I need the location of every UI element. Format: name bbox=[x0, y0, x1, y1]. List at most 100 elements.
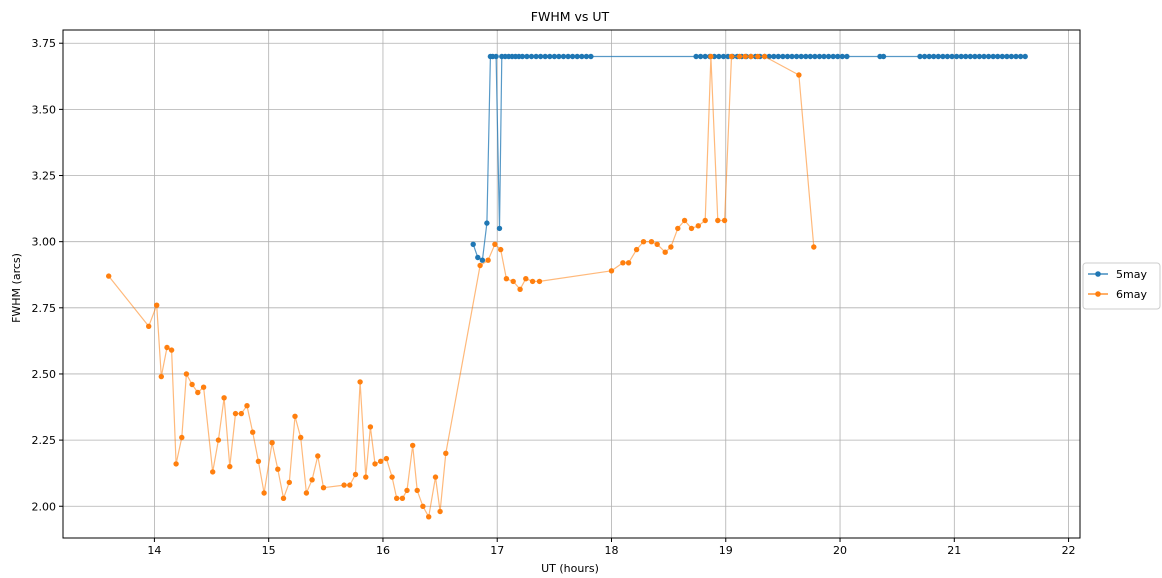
data-point-6may bbox=[250, 429, 256, 435]
data-point-6may bbox=[742, 53, 748, 60]
data-point-6may bbox=[510, 278, 516, 285]
data-point-6may bbox=[654, 241, 660, 247]
data-point-6may bbox=[640, 239, 647, 245]
data-point-5may bbox=[953, 53, 960, 60]
data-point-5may bbox=[519, 53, 526, 60]
data-point-6may bbox=[761, 53, 768, 60]
legend: 5may 6may bbox=[1082, 262, 1161, 310]
y-axis-ticks: 2.00 2.25 2.50 2.75 3.00 3.25 3.50 3.75 bbox=[32, 37, 63, 513]
data-point-5may bbox=[720, 53, 727, 60]
data-point-6may bbox=[715, 217, 721, 224]
data-point-6may bbox=[280, 495, 287, 501]
series-6may bbox=[106, 53, 817, 520]
data-point-5may bbox=[697, 53, 704, 60]
data-point-6may bbox=[286, 479, 292, 486]
data-point-6may bbox=[221, 395, 227, 401]
data-point-6may bbox=[688, 225, 695, 232]
data-point-6may bbox=[357, 379, 363, 385]
data-point-6may bbox=[485, 257, 491, 263]
data-point-5may bbox=[533, 53, 539, 60]
data-point-5may bbox=[972, 53, 978, 60]
data-point-6may bbox=[648, 239, 655, 245]
data-point-5may bbox=[935, 53, 941, 60]
data-point-6may bbox=[347, 482, 353, 488]
data-point-5may bbox=[556, 53, 562, 60]
data-point-6may bbox=[158, 373, 164, 380]
data-point-5may bbox=[798, 53, 804, 60]
data-point-6may bbox=[414, 487, 420, 494]
data-point-6may bbox=[620, 260, 626, 266]
data-point-5may bbox=[716, 53, 722, 60]
data-point-5may bbox=[574, 53, 580, 60]
data-point-6may bbox=[341, 482, 347, 488]
data-point-6may bbox=[426, 514, 432, 520]
data-point-6may bbox=[702, 217, 708, 224]
data-point-5may bbox=[560, 53, 567, 60]
data-point-6may bbox=[227, 463, 233, 470]
data-point-5may bbox=[583, 53, 590, 60]
data-point-6may bbox=[232, 410, 239, 417]
data-point-6may bbox=[668, 244, 674, 250]
data-point-6may bbox=[320, 485, 327, 491]
x-tick-label: 22 bbox=[1062, 544, 1076, 557]
chart-title: FWHM vs UT bbox=[531, 9, 610, 24]
data-point-5may bbox=[976, 53, 983, 60]
data-point-5may bbox=[528, 53, 535, 60]
data-point-5may bbox=[693, 53, 699, 60]
data-point-6may bbox=[498, 246, 504, 253]
data-point-6may bbox=[404, 487, 410, 494]
y-tick-label: 2.25 bbox=[32, 434, 57, 447]
series-5may bbox=[470, 53, 1028, 263]
data-point-5may bbox=[551, 53, 558, 60]
data-point-6may bbox=[154, 302, 160, 308]
data-point-6may bbox=[244, 403, 250, 409]
data-point-5may bbox=[542, 53, 548, 60]
data-point-5may bbox=[771, 53, 777, 60]
data-point-5may bbox=[793, 53, 800, 60]
data-point-6may bbox=[363, 474, 369, 480]
data-point-6may bbox=[389, 474, 395, 480]
data-point-5may bbox=[839, 53, 845, 60]
data-point-6may bbox=[608, 268, 615, 274]
data-point-5may bbox=[565, 53, 571, 60]
x-tick-label: 14 bbox=[147, 544, 161, 557]
data-point-6may bbox=[675, 225, 681, 232]
data-point-5may bbox=[1017, 53, 1024, 60]
data-point-5may bbox=[963, 53, 969, 60]
data-point-6may bbox=[443, 450, 449, 456]
data-point-5may bbox=[1008, 53, 1015, 60]
data-point-6may bbox=[367, 424, 374, 430]
data-point-6may bbox=[503, 276, 510, 282]
series-layer bbox=[106, 53, 1028, 520]
data-point-5may bbox=[470, 241, 476, 247]
y-tick-label: 3.00 bbox=[32, 236, 57, 249]
x-tick-label: 15 bbox=[262, 544, 276, 557]
data-point-6may bbox=[168, 347, 175, 353]
data-point-5may bbox=[940, 53, 946, 60]
data-point-6may bbox=[633, 246, 640, 253]
grid-lines bbox=[63, 30, 1080, 538]
data-point-5may bbox=[784, 53, 791, 60]
data-point-6may bbox=[106, 273, 112, 279]
data-point-6may bbox=[695, 223, 701, 229]
data-point-6may bbox=[292, 413, 298, 419]
data-point-5may bbox=[789, 53, 795, 60]
data-point-5may bbox=[569, 53, 576, 60]
x-tick-label: 17 bbox=[490, 544, 504, 557]
data-point-6may bbox=[721, 217, 728, 224]
data-point-5may bbox=[1022, 53, 1028, 60]
data-point-6may bbox=[420, 503, 426, 509]
data-point-5may bbox=[835, 53, 841, 60]
data-point-5may bbox=[949, 53, 955, 60]
data-point-6may bbox=[215, 437, 222, 443]
data-point-5may bbox=[830, 53, 836, 60]
plot-frame bbox=[62, 29, 1081, 539]
x-tick-label: 19 bbox=[719, 544, 733, 557]
data-point-5may bbox=[479, 257, 486, 263]
data-point-6may bbox=[372, 461, 378, 467]
data-point-6may bbox=[173, 461, 179, 467]
data-point-5may bbox=[807, 53, 813, 60]
data-point-5may bbox=[880, 53, 887, 60]
data-point-6may bbox=[146, 323, 152, 329]
